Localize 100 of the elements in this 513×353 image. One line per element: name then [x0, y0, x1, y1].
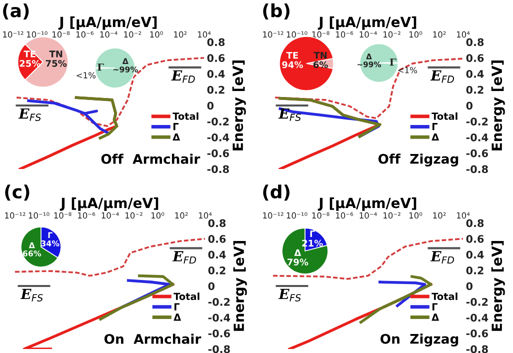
x-tick-label: 10⁻¹² [263, 31, 284, 38]
data-label: <1% [76, 72, 96, 78]
y-tick-label: 0.2 [466, 86, 484, 94]
x-tick-label: 10⁴ [456, 212, 470, 219]
y-tick-label: -0.8 [466, 345, 488, 353]
legend-label: Total [432, 112, 458, 120]
y-tick-label: 0 [466, 282, 473, 290]
y-tick-label: 0.8 [207, 38, 225, 46]
y-tick-label: -0.4 [466, 133, 488, 142]
x-tick-label: 10² [175, 212, 188, 219]
x-axis-title: J [µA/µm/eV] [318, 197, 416, 211]
x-tick-label: 10⁴ [456, 31, 470, 38]
x-tick-label: 10⁻⁸ [312, 31, 330, 38]
y-tick-label: 0.2 [208, 266, 226, 274]
chart-title: (b) [263, 3, 290, 20]
annotation: E$_{FD}$ [430, 251, 454, 264]
legend-label: Δ [432, 133, 440, 141]
x-tick-label: 10⁻¹² [3, 31, 24, 38]
data-label: 6% [313, 61, 328, 68]
x-tick-label: 10⁻⁴ [360, 31, 377, 38]
slice-label: TN [49, 50, 62, 58]
y-tick-label: 0 [208, 282, 215, 290]
annotation: Off Armchair [101, 154, 200, 164]
y-tick-label: -0.6 [207, 149, 229, 158]
annotation: On Armchair [104, 334, 202, 344]
legend-label: Total [172, 112, 198, 120]
y-tick-label: -0.8 [207, 165, 229, 174]
y-tick-label: -0.4 [466, 314, 488, 322]
annotation: E$_{FS}$ [20, 288, 43, 302]
x-tick-label: 10⁻⁸ [52, 31, 70, 38]
pie-slice [359, 43, 399, 83]
y-tick-label: 0.4 [466, 70, 484, 78]
x-tick-label: 10⁻¹² [5, 212, 26, 219]
x-tick-label: 10⁰ [150, 31, 163, 38]
pie-slice [282, 228, 328, 274]
data-label: 79% [287, 258, 308, 266]
chart-title: (a) [3, 3, 29, 20]
y-axis-title: Energy [eV] [232, 60, 246, 150]
annotation: E$_{FS}$ [278, 288, 301, 302]
y-tick-label: 0.4 [466, 250, 484, 259]
slice-label: Γ [390, 58, 396, 66]
annotation: Off Zigzag [378, 154, 458, 166]
x-tick-label: 10⁻⁶ [76, 31, 94, 38]
y-tick-label: 0.4 [207, 70, 225, 78]
legend-label: Γ [174, 303, 180, 310]
y-tick-label: 0.6 [466, 54, 484, 62]
y-tick-label: -0.8 [466, 165, 488, 174]
legend-label: Total [432, 292, 458, 300]
annotation: E$_{FS}$ [18, 108, 41, 121]
x-tick-label: 10⁻¹² [263, 212, 284, 219]
data-label: 25% [20, 60, 40, 67]
x-tick-label: 10⁻² [124, 31, 142, 38]
y-tick-label: 0 [207, 102, 214, 110]
annotation: On Zigzag [380, 334, 458, 346]
y-tick-label: -0.4 [207, 133, 230, 142]
data-label: <1% [398, 67, 418, 74]
y-tick-label: 0.6 [207, 54, 225, 62]
y-tick-label: -0.8 [208, 345, 230, 353]
y-axis-title: Energy [eV] [233, 241, 247, 331]
x-tick-label: 10⁰ [151, 212, 164, 219]
x-tick-label: 10⁻⁸ [312, 212, 330, 219]
x-tick-label: 10⁰ [409, 31, 422, 38]
y-tick-label: -0.6 [466, 329, 488, 338]
y-tick-label: -0.2 [466, 118, 488, 126]
y-tick-label: -0.6 [208, 329, 230, 338]
y-tick-label: 0.6 [208, 234, 226, 243]
x-tick-label: 10⁻⁴ [102, 212, 119, 219]
slice-label: Γ [310, 230, 315, 238]
y-tick-label: -0.2 [208, 298, 230, 306]
y-tick-label: 0.8 [208, 219, 226, 228]
x-tick-label: 10⁻¹⁰ [286, 31, 308, 38]
chart-title: (c) [5, 184, 30, 201]
annotation: E$_{FD}$ [171, 70, 195, 83]
pie-slice [20, 226, 58, 268]
y-tick-label: -0.6 [466, 149, 488, 158]
chart-title: (d) [263, 184, 290, 201]
legend-label: Δ [174, 314, 182, 321]
legend-label: Γ [432, 303, 438, 310]
slice-label: Γ [98, 64, 104, 71]
x-tick-label: 10⁻² [383, 212, 400, 219]
x-tick-label: 10² [174, 31, 187, 38]
x-tick-label: 10⁻⁶ [78, 212, 96, 219]
y-tick-label: -0.4 [208, 314, 230, 322]
slice-label: TN [314, 52, 327, 59]
legend-label: Total [174, 292, 200, 300]
y-tick-label: -0.2 [466, 298, 488, 306]
x-tick-label: 10⁴ [198, 31, 211, 38]
legend-label: Δ [432, 314, 440, 321]
y-tick-label: 0.2 [466, 266, 484, 274]
y-tick-label: 0.4 [208, 250, 226, 259]
legend-label: Δ [172, 133, 180, 141]
y-tick-label: -0.2 [207, 118, 229, 126]
x-tick-label: 10² [433, 31, 446, 38]
annotation: E$_{FD}$ [430, 70, 454, 83]
data-label: 94% [282, 61, 303, 68]
y-tick-label: 0.8 [466, 38, 484, 46]
x-tick-label: 10² [433, 212, 446, 219]
x-tick-label: 10⁻¹⁰ [26, 31, 48, 38]
data-label: 75% [46, 60, 67, 67]
annotation: E$_{FD}$ [172, 251, 196, 264]
